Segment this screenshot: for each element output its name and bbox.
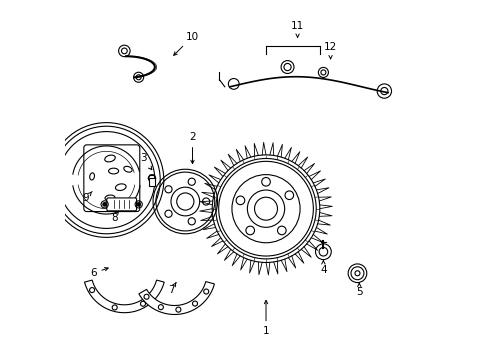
Text: 12: 12 <box>323 42 337 59</box>
Polygon shape <box>139 282 214 315</box>
FancyBboxPatch shape <box>149 178 155 186</box>
Text: 6: 6 <box>90 267 108 278</box>
Text: 8: 8 <box>111 210 118 222</box>
Text: 11: 11 <box>290 21 304 37</box>
Text: 10: 10 <box>173 32 199 55</box>
Text: 1: 1 <box>262 300 269 336</box>
Text: 7: 7 <box>167 283 176 296</box>
Circle shape <box>176 193 194 210</box>
Circle shape <box>102 203 106 206</box>
Circle shape <box>254 197 277 220</box>
Polygon shape <box>84 280 164 313</box>
Text: 3: 3 <box>140 153 151 170</box>
Text: 2: 2 <box>189 132 195 163</box>
Text: 9: 9 <box>82 192 92 203</box>
FancyBboxPatch shape <box>106 198 136 211</box>
Circle shape <box>137 203 140 206</box>
FancyBboxPatch shape <box>83 145 140 212</box>
Text: 4: 4 <box>320 260 326 275</box>
Text: 5: 5 <box>355 283 362 297</box>
